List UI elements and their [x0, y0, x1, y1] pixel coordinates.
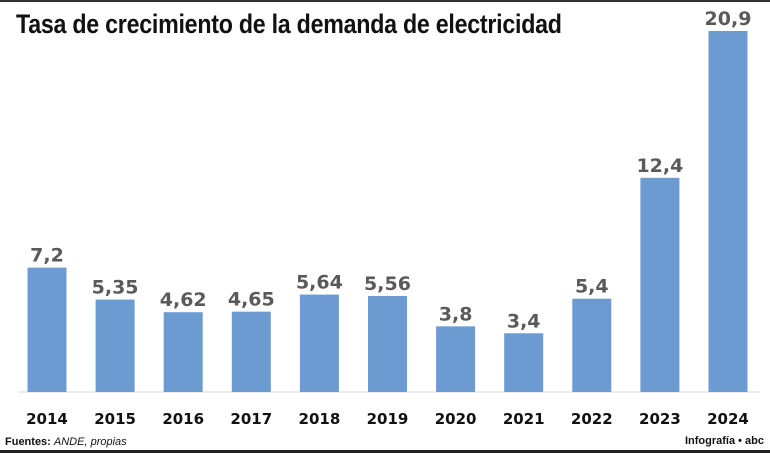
- x-tick-label-2021: 2021: [503, 410, 545, 428]
- x-tick-label-2018: 2018: [299, 410, 341, 428]
- value-label-2017: 4,65: [228, 289, 275, 311]
- source-note: Fuentes: ANDE, propias: [5, 436, 127, 448]
- value-label-2020: 3,8: [439, 303, 473, 325]
- value-label-2023: 12,4: [636, 155, 683, 177]
- bar-2021: [504, 333, 544, 392]
- bar-2022: [572, 298, 612, 392]
- x-tick-label-2014: 2014: [26, 410, 68, 428]
- source-label: Fuentes:: [5, 436, 51, 448]
- bar-2016: [163, 312, 203, 392]
- source-text: ANDE, propias: [53, 436, 127, 448]
- bottom-border: [0, 450, 770, 453]
- x-tick-label-2015: 2015: [94, 410, 136, 428]
- value-label-2019: 5,56: [364, 273, 411, 295]
- x-tick-label-2022: 2022: [571, 410, 613, 428]
- x-tick-label-2023: 2023: [639, 410, 681, 428]
- x-tick-label-2024: 2024: [707, 410, 749, 428]
- value-label-2018: 5,64: [296, 272, 343, 294]
- x-tick-label-2016: 2016: [162, 410, 204, 428]
- value-label-2014: 7,2: [30, 245, 64, 267]
- bar-2015: [95, 299, 135, 392]
- x-tick-label-2020: 2020: [435, 410, 477, 428]
- value-label-2021: 3,4: [507, 310, 541, 332]
- x-tick-label-2019: 2019: [367, 410, 409, 428]
- credit-logo: Infografía • abc: [684, 435, 764, 447]
- bar-2019: [368, 295, 407, 392]
- bar-2020: [436, 326, 476, 392]
- value-label-2015: 5,35: [92, 277, 139, 299]
- value-label-2024: 20,9: [705, 8, 752, 30]
- bar-2017: [231, 311, 271, 392]
- value-label-2016: 4,62: [160, 289, 207, 311]
- chart-title: Tasa de crecimiento de la demanda de ele…: [16, 9, 562, 39]
- bar-2024: [708, 31, 748, 392]
- top-border: [0, 0, 770, 2]
- x-tick-label-2017: 2017: [230, 410, 272, 428]
- value-label-2022: 5,4: [575, 276, 609, 298]
- bar-2014: [27, 267, 67, 392]
- bar-2018: [299, 294, 339, 392]
- bar-2023: [640, 177, 680, 392]
